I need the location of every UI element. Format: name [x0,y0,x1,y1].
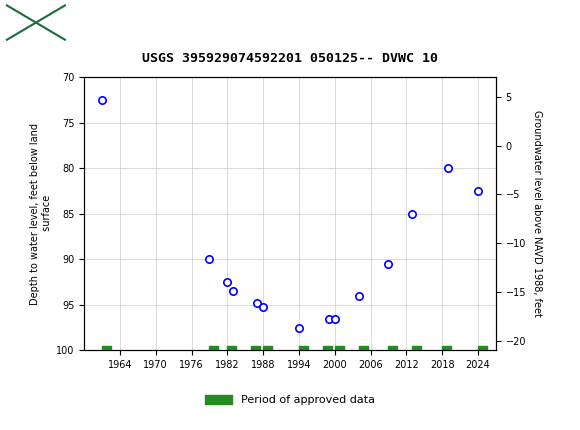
Point [444,165,453,172]
Text: USGS 395929074592201 050125-- DVWC 10: USGS 395929074592201 050125-- DVWC 10 [142,52,438,64]
Bar [7,6,65,40]
Point [330,315,339,322]
Point [384,261,393,267]
Point [324,315,334,322]
Y-axis label: Groundwater level above NAVD 1988, feet: Groundwater level above NAVD 1988, feet [532,111,542,317]
Point [223,279,232,286]
Point [259,303,268,310]
Y-axis label: Depth to water level, feet below land
 surface: Depth to water level, feet below land su… [30,123,52,305]
Text: USGS: USGS [75,15,122,30]
Point [473,188,483,195]
Legend: Period of approved data: Period of approved data [200,390,380,409]
Point [252,300,262,307]
Point [294,324,303,331]
Point [205,256,214,263]
Point [408,210,417,217]
Point [97,97,107,104]
Point [229,288,238,295]
Point [354,292,363,299]
